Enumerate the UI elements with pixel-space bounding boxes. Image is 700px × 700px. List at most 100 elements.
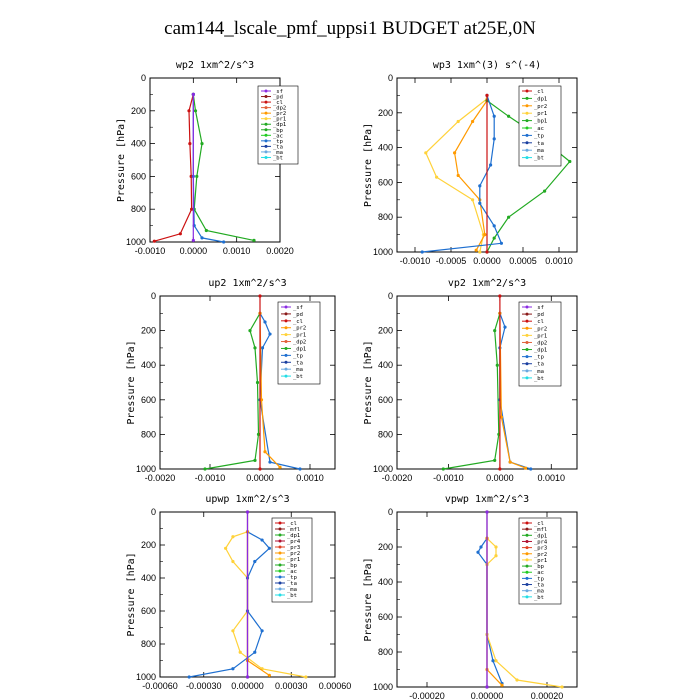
legend-marker: [278, 593, 282, 597]
legend-marker: [264, 100, 268, 104]
legend-entry: _cl: [534, 521, 544, 527]
legend-marker: [525, 96, 529, 100]
y-tick-label: 800: [378, 212, 393, 222]
legend-marker: [525, 527, 529, 531]
x-tick-label: 0.0010: [545, 256, 573, 266]
legend-entry: _tp: [287, 575, 297, 581]
data-point: [493, 329, 497, 333]
legend: _sf_pd_cl_dp2_pr2_pr1_dp1_bp_ac_tp_ta_ma…: [257, 85, 299, 165]
y-tick-label: 1000: [373, 464, 393, 474]
legend-entry: _pr2: [534, 552, 547, 558]
legend-marker: [525, 319, 529, 323]
data-point: [478, 201, 482, 205]
data-point: [253, 559, 257, 564]
y-tick-label: 200: [131, 106, 146, 116]
series-line: [443, 313, 501, 470]
legend-marker: [525, 119, 529, 123]
legend-marker: [525, 355, 529, 359]
x-tick-label: 0.0000: [473, 256, 501, 266]
legend-entry: _pd: [273, 95, 283, 101]
chart-panel-1: wp2 1xm^2/s^3 Pressure [hPa] 0 200 400 600 800…: [116, 60, 299, 256]
legend-marker: [264, 139, 268, 143]
legend-marker: [525, 156, 529, 160]
figure-title: cam144_lscale_pmf_uppsi1 BUDGET at25E,0N: [164, 18, 536, 39]
legend-marker: [278, 533, 282, 537]
legend-marker: [525, 333, 529, 337]
data-point: [231, 559, 235, 564]
legend-entry: _ma: [293, 367, 303, 373]
chart-title: wp3 1xm^(3) s^(-4): [433, 60, 541, 71]
chart-title: wp2 1xm^2/s^3: [176, 60, 254, 71]
legend-entry: _pr1: [273, 117, 286, 123]
x-tick-label: 0.00000: [471, 691, 504, 700]
legend-entry: _pr2: [287, 551, 300, 557]
data-point: [152, 239, 156, 243]
data-point: [529, 467, 533, 471]
y-tick-label: 1000: [136, 464, 156, 474]
legend-marker: [284, 340, 288, 344]
x-tick-label: 0.00020: [531, 691, 564, 700]
data-point: [248, 329, 252, 333]
legend-entry: _pr2: [273, 111, 286, 117]
data-point: [420, 250, 424, 254]
chart-panel-3: up2 1xm^2/s^3 Pressure [hPa] 0 200 400 600 800…: [126, 278, 336, 483]
y-tick-label: 200: [141, 540, 156, 550]
data-point: [238, 650, 242, 654]
legend-entry: _ta: [293, 360, 303, 366]
legend-marker: [278, 575, 282, 579]
x-tick-label: -0.00030: [186, 681, 222, 691]
x-tick-label: -0.0010: [400, 256, 431, 266]
legend-entry: _bt: [293, 374, 303, 380]
y-tick-label: 200: [141, 326, 156, 336]
data-point: [568, 159, 572, 164]
legend-entry: _tp: [534, 133, 544, 139]
legend: _sf_pd_cl_pr2_pr1_dp2 _dp1_tp_ta_ma_bt: [518, 301, 562, 387]
y-tick-label: 400: [378, 143, 393, 153]
data-point: [263, 450, 267, 454]
data-point: [193, 109, 198, 113]
x-tick-label: 0.0000: [246, 473, 274, 483]
y-tick-label: 200: [378, 542, 393, 552]
data-point: [492, 236, 496, 240]
y-tick-label: 0: [388, 291, 393, 301]
legend-entry: _ac: [287, 569, 297, 575]
legend-entry: _pr1: [293, 333, 306, 339]
data-point: [493, 458, 497, 462]
legend-entry: _dp2: [273, 106, 286, 112]
legend-marker: [525, 126, 529, 130]
legend-marker: [284, 326, 288, 330]
legend-entry: _ma: [273, 150, 283, 156]
data-point: [474, 248, 478, 252]
x-tick-label: 0.0010: [223, 246, 251, 256]
data-point: [231, 667, 235, 671]
data-point: [224, 546, 228, 550]
y-axis-label: Pressure [hPa]: [363, 557, 374, 641]
legend-entry: _cl: [293, 319, 303, 325]
y-tick-label: 0: [151, 291, 156, 301]
y-tick-label: 400: [141, 573, 156, 583]
data-point: [260, 346, 265, 350]
legend-marker: [264, 150, 268, 154]
legend-marker: [264, 111, 268, 115]
legend-entry: _mfl: [534, 527, 547, 533]
y-tick-label: 200: [378, 108, 393, 118]
legend-marker: [525, 558, 529, 562]
legend-marker: [525, 133, 529, 137]
x-tick-label: 0.0005: [509, 256, 537, 266]
data-point: [441, 467, 445, 471]
legend-marker: [525, 589, 529, 593]
data-point: [188, 142, 192, 146]
legend-marker: [278, 545, 282, 549]
chart-panel-6: vpwp 1xm^2/s^3 Pressure [hPa] 0 200 400 600 80…: [363, 494, 578, 700]
data-point: [187, 675, 191, 679]
data-point: [258, 294, 262, 298]
y-tick-label: 400: [141, 360, 156, 370]
data-point: [259, 398, 264, 402]
legend-entry: _bt: [534, 376, 544, 382]
legend-entry: _pr1: [534, 111, 547, 117]
data-point: [478, 250, 482, 254]
legend-entry: _pr4: [287, 539, 301, 545]
legend-entry: _pr2: [293, 326, 306, 332]
data-point: [268, 332, 272, 336]
